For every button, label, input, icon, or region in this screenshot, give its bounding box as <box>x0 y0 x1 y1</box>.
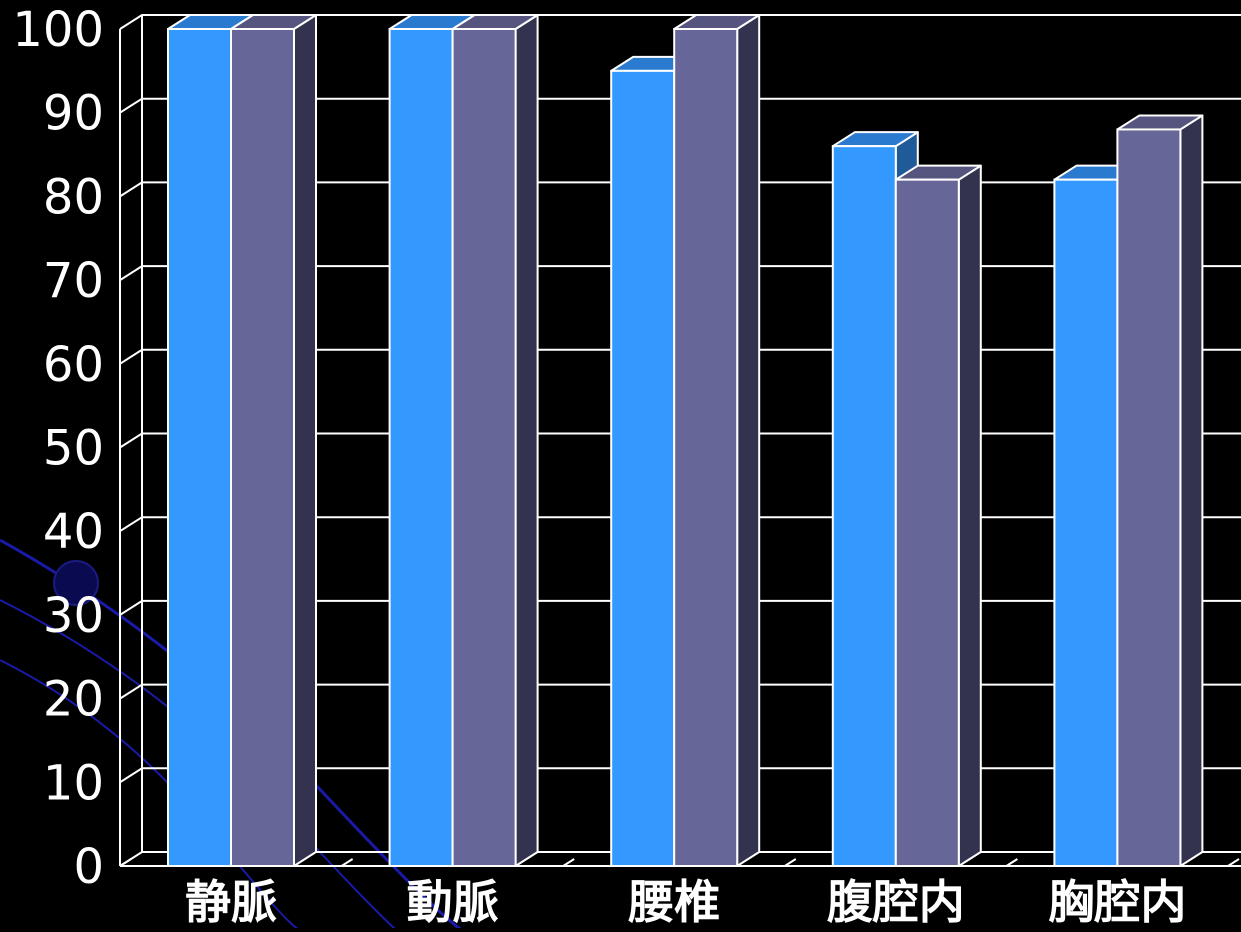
y-tick-label: 70 <box>43 253 104 309</box>
x-axis-tick <box>341 858 354 867</box>
bar-side-face <box>293 14 317 867</box>
bar-front-face <box>388 28 454 867</box>
x-category-label: 腹腔内 <box>827 875 965 928</box>
x-axis-tick <box>1227 858 1240 867</box>
x-axis-tick <box>1005 858 1018 867</box>
x-category-label: 動脈 <box>407 875 499 928</box>
bar-front-face <box>610 69 676 868</box>
bar-front-face <box>1116 128 1182 867</box>
bar-front-face <box>673 28 739 867</box>
bar <box>451 14 539 867</box>
x-category-label: 腰椎 <box>628 875 720 928</box>
y-tick-label: 30 <box>43 588 104 644</box>
bar <box>673 14 761 867</box>
y-tick-label: 40 <box>43 504 104 560</box>
bar <box>1116 114 1204 867</box>
bar-side-face <box>1179 114 1204 867</box>
bar-front-face <box>167 28 232 867</box>
bar-side-face <box>514 14 539 867</box>
x-axis-category-labels: 静脈 動脈 腰椎 腹腔内 胸腔内 <box>185 875 1186 929</box>
y-tick-label: 60 <box>43 337 104 393</box>
bar-side-face <box>957 164 982 867</box>
y-tick-label: 80 <box>43 169 104 225</box>
decor-bullet-circle <box>53 560 99 606</box>
x-axis-tick <box>784 858 797 867</box>
bar-front-face <box>1053 178 1119 868</box>
bar-side-face <box>736 14 761 867</box>
chart-bars <box>167 14 1204 868</box>
x-axis-tick <box>562 858 575 867</box>
y-tick-label: 90 <box>43 86 104 142</box>
bar-front-face <box>831 145 897 867</box>
bar-front-face <box>230 28 295 867</box>
bar-front-face <box>451 28 517 867</box>
y-tick-label: 100 <box>12 2 104 58</box>
y-tick-label: 10 <box>43 755 104 811</box>
y-axis-tick-labels: 0 10 20 30 40 50 60 70 80 90 100 <box>12 2 104 895</box>
x-category-label: 胸腔内 <box>1048 875 1186 928</box>
y-tick-label: 0 <box>73 839 104 895</box>
bar-front-face <box>894 178 960 868</box>
x-axis-tick <box>119 858 132 867</box>
y-tick-label: 50 <box>43 421 104 477</box>
bar <box>894 164 982 868</box>
bar <box>230 14 317 867</box>
y-tick-label: 20 <box>43 672 104 728</box>
x-category-label: 静脈 <box>185 875 277 928</box>
